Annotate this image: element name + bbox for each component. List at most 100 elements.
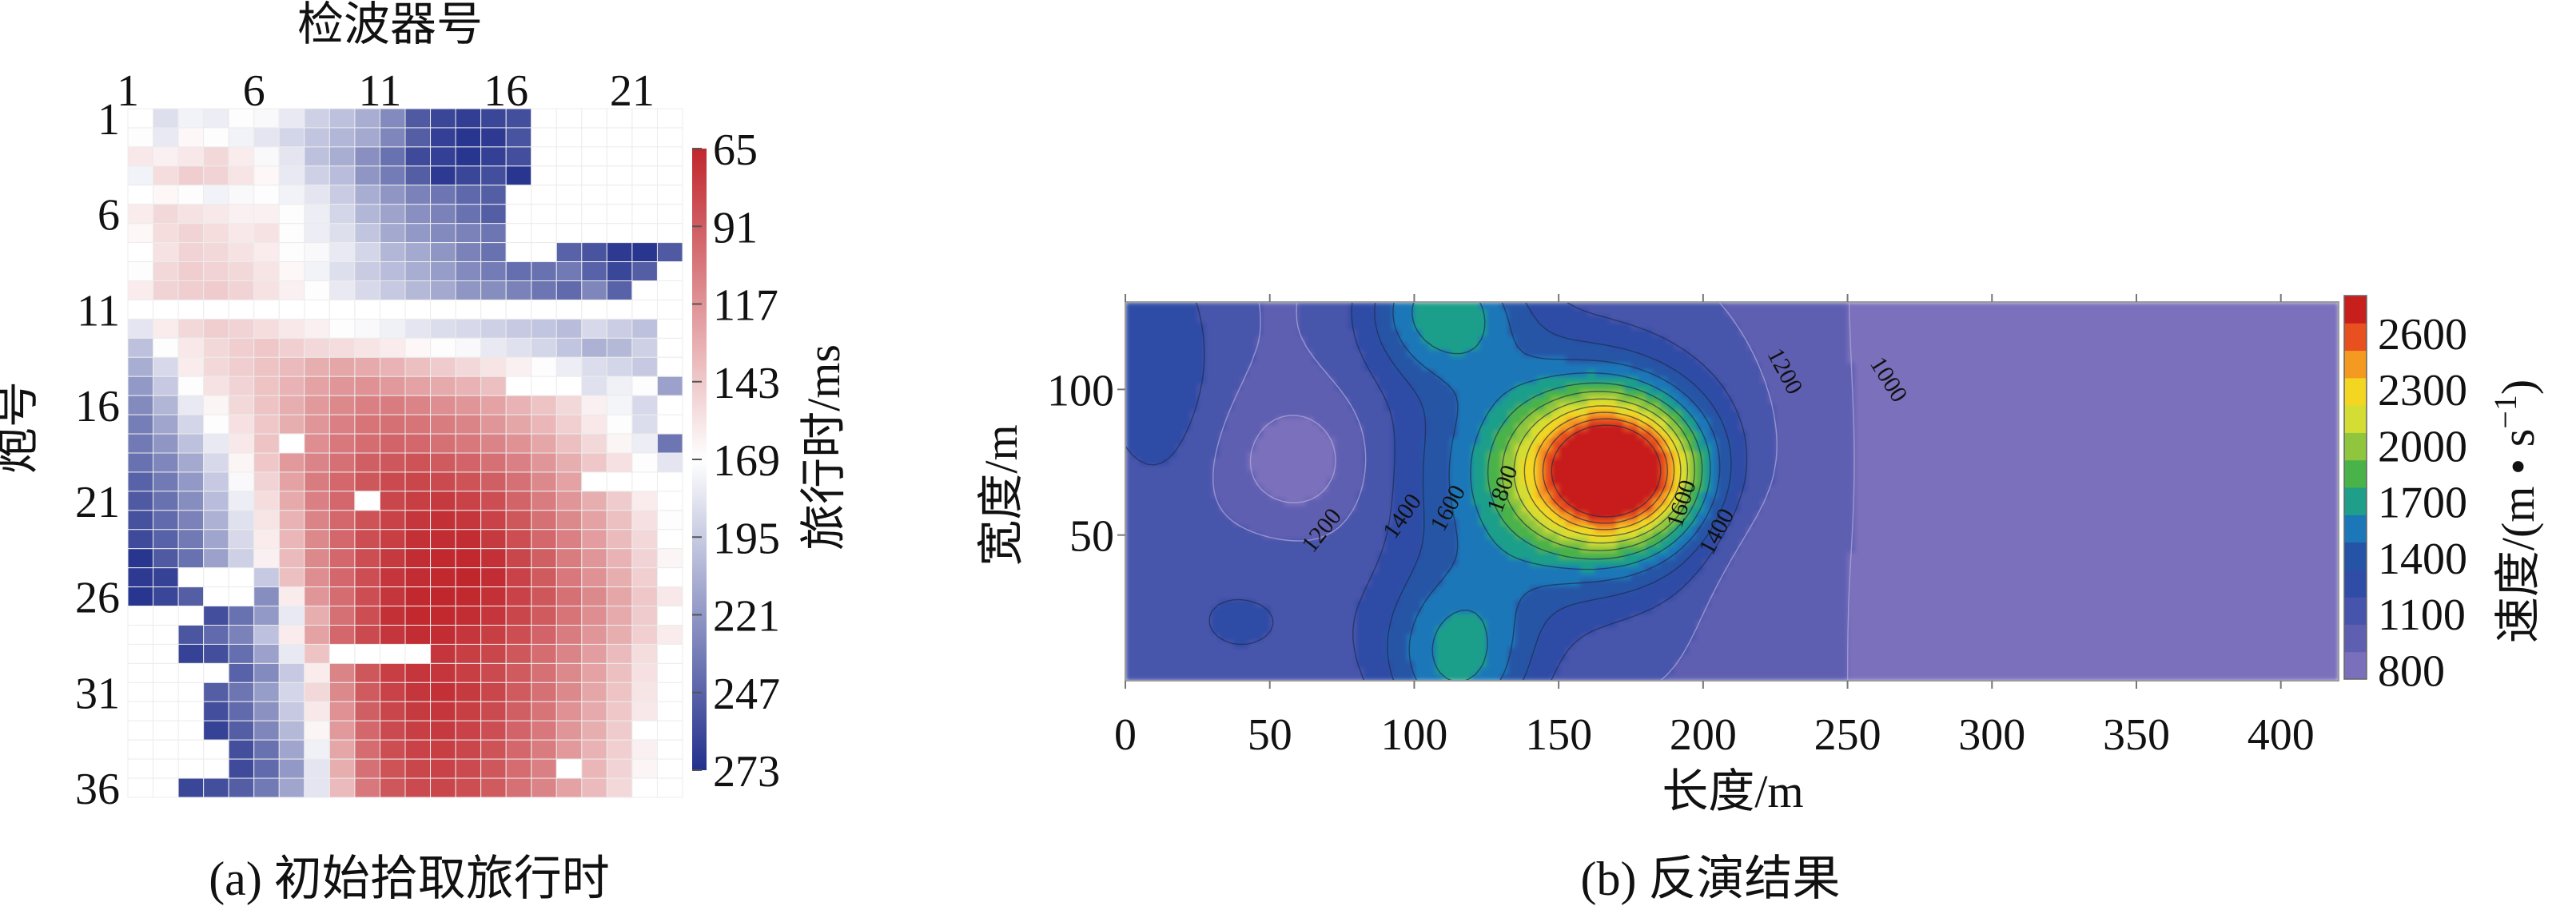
- contour-cell: [1255, 667, 1264, 675]
- heatmap-cell: [404, 204, 432, 225]
- contour-cell: [2085, 599, 2094, 607]
- contour-cell: [2071, 599, 2080, 607]
- contour-cell: [2280, 566, 2289, 574]
- contour-cell: [1169, 572, 1177, 580]
- contour-cell: [1269, 579, 1278, 587]
- contour-cell: [1435, 552, 1444, 560]
- contour-cell: [1573, 531, 1581, 539]
- contour-cell: [1248, 579, 1256, 587]
- contour-cell: [2194, 531, 2202, 539]
- heatmap-cell: [404, 223, 432, 244]
- contour-cell: [1717, 613, 1726, 621]
- heatmap-cell: [480, 586, 507, 607]
- contour-cell: [1811, 511, 1820, 519]
- contour-cell: [2158, 552, 2166, 560]
- contour-cell: [1985, 646, 1993, 654]
- contour-cell: [2230, 545, 2239, 553]
- contour-cell: [1392, 531, 1400, 539]
- heatmap-cell: [354, 242, 380, 263]
- contour-cell: [2136, 660, 2144, 668]
- contour-cell: [2136, 613, 2144, 621]
- contour-cell: [1630, 531, 1639, 539]
- contour-cell: [1407, 640, 1415, 648]
- contour-cell: [1305, 640, 1314, 648]
- contour-cell: [2309, 613, 2318, 621]
- contour-cell: [1312, 619, 1321, 627]
- heatmap-cell: [656, 165, 683, 186]
- contour-cell: [1515, 619, 1523, 627]
- contour-cell: [1688, 626, 1697, 634]
- contour-cell: [1580, 626, 1588, 634]
- contour-cell: [2165, 592, 2173, 601]
- contour-cell: [1183, 626, 1191, 634]
- contour-cell: [1276, 667, 1285, 675]
- contour-cell: [1869, 599, 1877, 607]
- contour-cell: [1312, 586, 1321, 594]
- contour-cell: [1407, 566, 1415, 574]
- contour-cell: [1269, 545, 1278, 553]
- heatmap-cell: [228, 758, 255, 779]
- contour-cell: [1169, 667, 1177, 675]
- contour-cell: [1775, 626, 1783, 634]
- heatmap-cell: [656, 625, 683, 645]
- contour-cell: [1587, 586, 1595, 594]
- heatmap-y-tick: 11: [77, 286, 120, 336]
- contour-cell: [1934, 640, 1942, 648]
- heatmap-cell: [304, 739, 330, 760]
- heatmap-cell: [153, 682, 179, 702]
- contour-cell: [2114, 579, 2123, 587]
- contour-cell: [1941, 626, 1949, 634]
- contour-cell: [1825, 572, 1834, 580]
- contour-cell: [1587, 660, 1595, 668]
- heatmap-cell: [304, 185, 330, 205]
- heatmap-cell: [253, 318, 280, 339]
- contour-cell: [1897, 626, 1906, 634]
- contour-cell: [1320, 667, 1328, 675]
- contour-cell: [2201, 531, 2209, 539]
- contour-cell: [1883, 626, 1892, 634]
- heatmap-cell: [555, 414, 583, 435]
- contour-cell: [2136, 572, 2144, 580]
- contour-cell: [1392, 674, 1400, 681]
- contour-cell: [2092, 640, 2101, 648]
- contour-cell: [2316, 586, 2325, 594]
- contour-cell: [1522, 586, 1531, 594]
- contour-cell: [1233, 511, 1242, 519]
- contour-cell: [1833, 518, 1841, 526]
- contour-cell: [2331, 538, 2339, 546]
- contour-cell: [1840, 558, 1849, 566]
- contour-cell: [1695, 640, 1704, 648]
- contour-cell: [2021, 660, 2029, 668]
- heatmap-cell: [505, 185, 532, 205]
- contour-cell: [1435, 667, 1444, 675]
- contour-cell: [1414, 566, 1423, 574]
- contour-cell: [2071, 606, 2080, 614]
- contour-cell: [1349, 613, 1357, 621]
- colorbar-a-tick: 117: [713, 281, 778, 331]
- contour-cell: [2302, 619, 2311, 627]
- heatmap-cell: [379, 146, 406, 167]
- heatmap-cell: [177, 146, 205, 167]
- contour-cell: [1154, 531, 1162, 539]
- contour-cell: [2287, 592, 2296, 601]
- contour-cell: [1219, 525, 1228, 533]
- contour-cell: [1999, 572, 2007, 580]
- contour-cell: [1443, 572, 1451, 580]
- heatmap-cell: [581, 529, 607, 550]
- heatmap-cell: [505, 701, 532, 721]
- contour-cell: [1652, 619, 1661, 627]
- contour-cell: [2331, 667, 2339, 675]
- contour-cell: [1450, 667, 1459, 675]
- contour-cell: [2295, 646, 2303, 654]
- contour-cell: [2180, 525, 2188, 533]
- contour-cell: [1630, 545, 1639, 553]
- heatmap-cell: [581, 127, 607, 148]
- contour-cell: [1169, 525, 1177, 533]
- contour-cell: [1500, 646, 1509, 654]
- heatmap-cell: [177, 758, 205, 779]
- heatmap-cell: [153, 471, 179, 492]
- contour-cell: [2244, 545, 2253, 553]
- contour-cell: [1985, 518, 1993, 526]
- contour-cell: [1602, 599, 1610, 607]
- heatmap-cell: [555, 625, 583, 645]
